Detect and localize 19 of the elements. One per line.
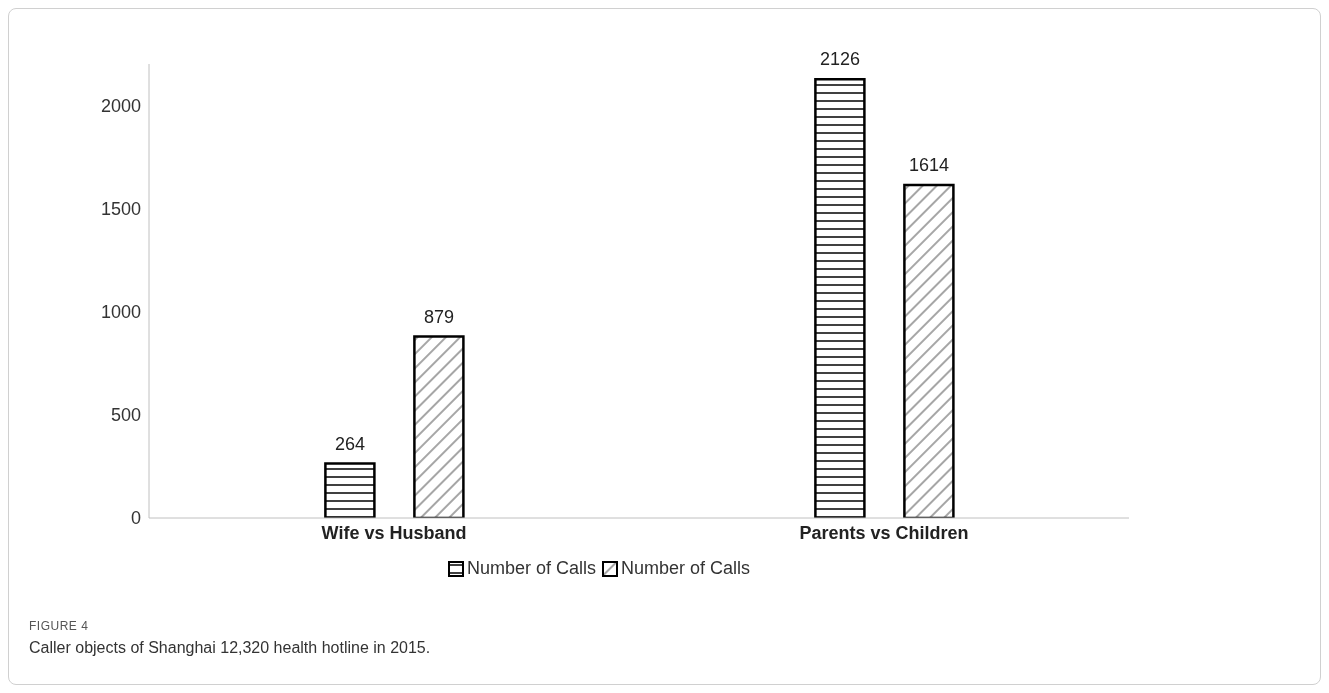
bar (324, 462, 376, 518)
bar (413, 335, 465, 518)
x-tick-label: Parents vs Children (799, 522, 969, 543)
data-label: 1614 (908, 154, 949, 175)
y-tick-label: 500 (110, 405, 141, 426)
data-label: 879 (423, 306, 454, 327)
bar (903, 183, 955, 518)
legend-label: Number of Calls (466, 558, 596, 579)
data-label: 264 (334, 433, 365, 454)
y-tick-label: 1500 (100, 198, 141, 219)
data-label: 2126 (819, 49, 860, 70)
y-tick-label: 0 (130, 508, 141, 529)
y-tick-label: 2000 (100, 95, 141, 116)
caption: FIGURE 4 (29, 619, 90, 633)
text: Caller objects of Shanghai 12,320 health hotline in 2015. (29, 639, 431, 657)
legend-label: Number of Calls (621, 558, 751, 579)
bar (814, 78, 866, 518)
x-tick-label: Wife vs Husband (321, 522, 467, 543)
y-tick-label: 1000 (100, 302, 141, 323)
